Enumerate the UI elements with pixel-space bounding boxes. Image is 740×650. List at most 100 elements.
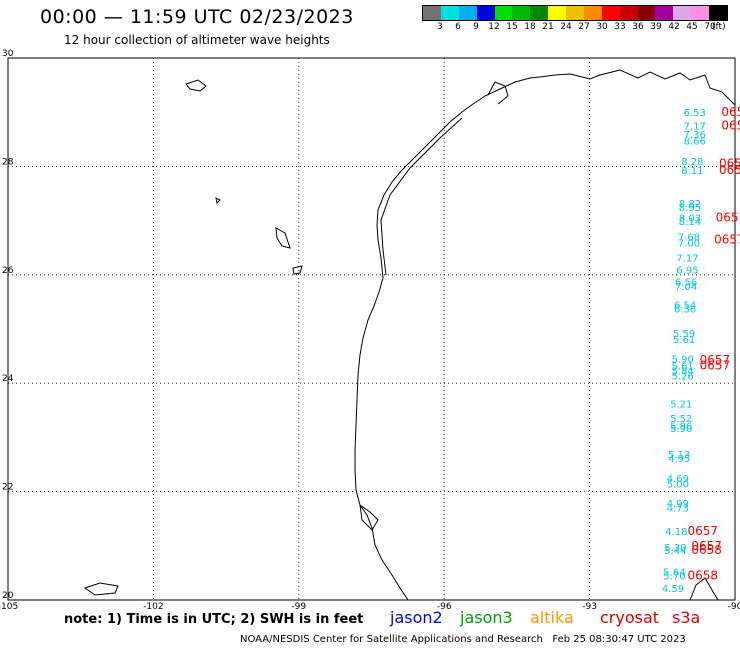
island-e <box>215 197 221 205</box>
latitude-tick-label: 22 <box>2 483 13 493</box>
swh-value-label: 4.18 <box>665 527 687 538</box>
legend-label: 45 <box>686 22 698 32</box>
swh-value-label: 5.26 <box>672 371 694 382</box>
legend-swatch <box>691 6 709 20</box>
legend-swatch <box>673 6 692 20</box>
color-scale-labels: 3 6 9 12 15 18 21 24 27 30 33 36 39 42 45 70 (ft) <box>422 21 728 33</box>
swh-value-label: 5.13 <box>668 450 690 461</box>
swh-value-label: 6.53 <box>684 108 706 119</box>
legend-label: 33 <box>614 22 626 32</box>
swh-value-label: 5.96 <box>670 421 692 432</box>
legend-label: 24 <box>560 22 572 32</box>
swh-value-label: 5.21 <box>670 400 692 411</box>
swh-value-label: 5.90 <box>672 355 694 366</box>
lat-lon-grid <box>8 58 735 600</box>
swh-value-labels: 6.537.177.368.668.288.118.828.958.038.14… <box>662 108 706 595</box>
latitude-tick-label: 26 <box>2 266 14 276</box>
swh-value-label: 5.30 <box>664 543 686 554</box>
coastline-inner-barrier <box>380 117 463 276</box>
swh-value-label: 6.95 <box>676 266 698 277</box>
map-title: 00:00 — 11:59 UTC 02/23/2023 <box>40 6 354 28</box>
legend-label: 36 <box>632 22 644 32</box>
coastline-river-delta <box>487 81 509 105</box>
legend-swatch <box>494 6 513 20</box>
swh-value-label: 5.44 <box>664 546 686 557</box>
longitude-tick-label: -96 <box>437 602 452 612</box>
observation-time-label: 0657 <box>721 119 740 133</box>
latitude-tick-label: 28 <box>2 157 14 167</box>
longitude-tick-label: -93 <box>582 602 597 612</box>
legend-swatch <box>548 6 566 20</box>
observation-time-label: 0657 <box>716 211 740 225</box>
swh-value-label: 5.90 <box>670 424 692 435</box>
legend-unit: (ft) <box>712 22 726 32</box>
legend-swatch <box>655 6 674 20</box>
legend-label: 12 <box>488 22 500 32</box>
satellite-label-cryosat: cryosat <box>600 608 660 627</box>
coastline-mainland <box>354 69 736 601</box>
legend-swatch <box>476 6 495 20</box>
observation-time-labels: 0657065706570657065706570657065706570657… <box>688 105 740 582</box>
swh-value-label: 5.61 <box>673 335 695 346</box>
islands <box>83 79 303 596</box>
longitude-tick-label: -90 <box>728 602 740 612</box>
coastline <box>354 69 736 601</box>
satellite-label-jason3: jason3 <box>460 608 513 627</box>
satellite-label-altika: altika <box>530 608 574 627</box>
legend-swatch <box>440 6 459 20</box>
coastline-lagoon <box>359 503 379 531</box>
island-d <box>83 582 119 596</box>
swh-value-label: 8.95 <box>679 203 701 214</box>
island-b <box>275 227 291 249</box>
satellite-label-jason2: jason2 <box>390 608 443 627</box>
swh-value-label: 7.36 <box>684 130 706 141</box>
color-scale-bar <box>422 5 728 21</box>
legend-swatch <box>637 6 656 20</box>
swh-value-label: 5.64 <box>663 568 685 579</box>
swh-value-label: 5.61 <box>672 362 694 373</box>
legend-label: 6 <box>455 22 461 32</box>
legend-label: 27 <box>578 22 590 32</box>
legend-label: 30 <box>596 22 608 32</box>
latitude-tick-label: 24 <box>2 374 14 384</box>
legend-swatch <box>566 6 584 20</box>
swh-value-label: 6.36 <box>674 305 696 316</box>
legend-label: 3 <box>437 22 443 32</box>
swh-value-label: 8.28 <box>681 157 703 168</box>
legend-label: 18 <box>524 22 536 32</box>
legend-swatch <box>512 6 531 20</box>
observation-time-label: 0658 <box>688 568 719 582</box>
swh-value-label: 7.68 <box>678 233 700 244</box>
swh-value-label: 6.56 <box>675 278 697 289</box>
swh-value-label: 8.14 <box>679 217 701 228</box>
legend-label: 15 <box>506 22 518 32</box>
legend-swatch <box>709 6 727 20</box>
observation-time-label: 0657 <box>700 359 731 373</box>
swh-value-label: 5.52 <box>670 414 692 425</box>
credit-line: NOAA/NESDIS Center for Satellite Applica… <box>240 634 686 645</box>
latitude-tick-label: 30 <box>2 49 14 59</box>
legend-swatch <box>583 6 602 20</box>
swh-value-label: 7.17 <box>684 122 706 133</box>
swh-value-label: 7.00 <box>678 239 700 250</box>
observation-time-label: 0657 <box>714 232 740 246</box>
legend-label: 39 <box>650 22 662 32</box>
legend-label: 42 <box>668 22 680 32</box>
swh-value-label: 4.73 <box>667 504 689 515</box>
legend-label: 70 <box>704 22 716 32</box>
swh-value-label: 6.54 <box>674 300 696 311</box>
swh-value-label: 8.11 <box>681 166 703 177</box>
observation-time-label: 0657 <box>721 105 740 119</box>
swh-value-label: 8.66 <box>684 137 706 148</box>
island-a <box>185 79 207 92</box>
swh-value-label: 8.82 <box>679 199 701 210</box>
longitude-tick-label: -105 <box>0 602 18 612</box>
footnote: note: 1) Time is in UTC; 2) SWH is in fe… <box>64 612 364 627</box>
axis-tick-labels: -105 -102 -99 -96 -93 -90 20 22 24 26 28 30 <box>0 49 740 612</box>
legend-swatch <box>423 6 441 20</box>
color-scale-legend: 3 6 9 12 15 18 21 24 27 30 33 36 39 42 45 70 (ft) <box>422 5 728 35</box>
map-subtitle: 12 hour collection of altimeter wave hei… <box>64 33 330 47</box>
legend-swatch <box>601 6 620 20</box>
satellite-label-s3a: s3a <box>672 608 701 627</box>
